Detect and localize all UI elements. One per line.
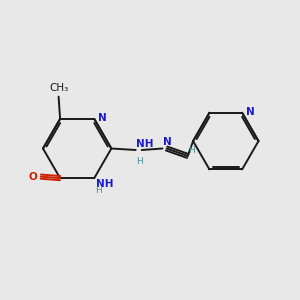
Text: H: H <box>95 186 102 195</box>
Text: CH₃: CH₃ <box>49 83 68 93</box>
Text: N: N <box>163 137 172 147</box>
Text: NH: NH <box>96 179 113 189</box>
Text: H: H <box>136 157 143 166</box>
Text: N: N <box>98 113 107 123</box>
Text: N: N <box>246 107 255 117</box>
Text: H: H <box>188 146 195 155</box>
Text: NH: NH <box>136 139 154 149</box>
Text: O: O <box>28 172 37 182</box>
